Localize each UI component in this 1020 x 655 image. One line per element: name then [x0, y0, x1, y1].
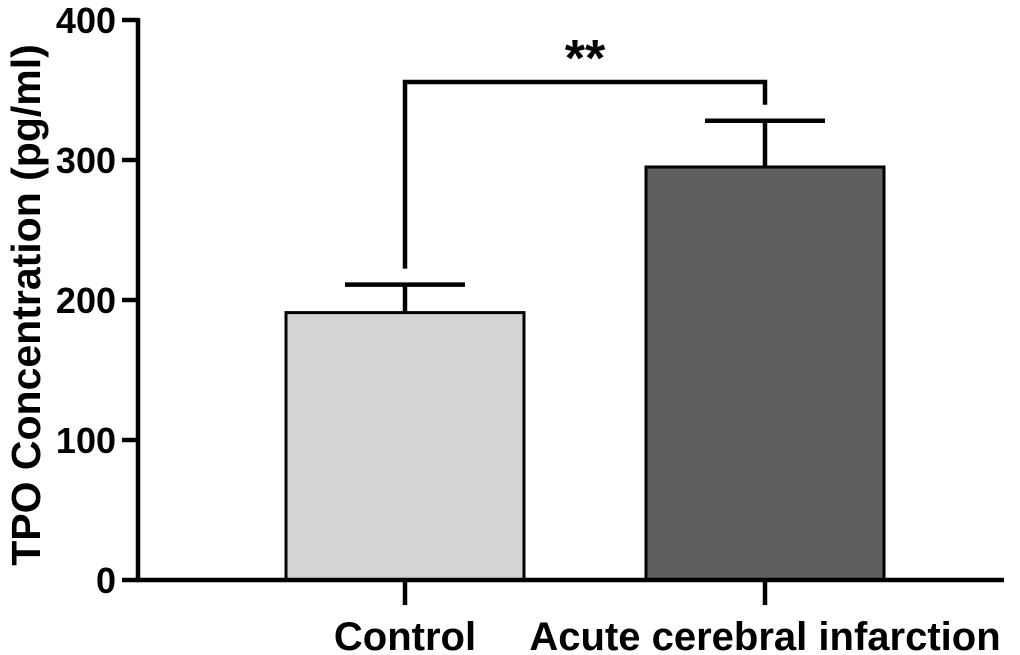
y-axis-title: TPO Concentration (pg/ml)	[3, 44, 49, 566]
significance-label: **	[565, 30, 606, 88]
y-tick-label: 100	[56, 420, 116, 461]
y-tick-label: 200	[56, 280, 116, 321]
significance-group: **	[402, 30, 768, 269]
y-axis-ticks: 0 100 200 300 400	[56, 0, 138, 601]
x-category-label: Acute cerebral infarction	[529, 615, 1000, 655]
y-tick-label: 300	[56, 140, 116, 181]
x-axis-ticks: Control Acute cerebral infarction	[334, 580, 1001, 655]
bars-group	[284, 118, 886, 582]
y-tick-label: 400	[56, 0, 116, 41]
x-category-label: Control	[334, 615, 476, 655]
bar	[644, 165, 886, 582]
y-tick-label: 0	[96, 560, 116, 601]
bar	[284, 311, 526, 582]
significance-bracket	[402, 79, 768, 269]
